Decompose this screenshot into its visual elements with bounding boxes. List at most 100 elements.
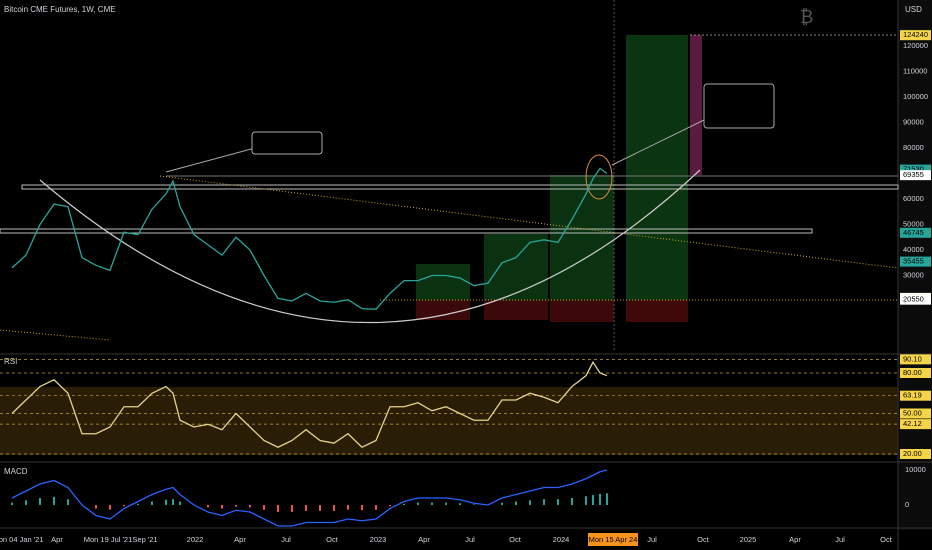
macd-bar xyxy=(109,505,111,510)
price-label: 20550 xyxy=(903,295,924,304)
rsi-level-label: 20.00 xyxy=(903,449,922,458)
trend-line xyxy=(0,329,111,341)
macd-bar xyxy=(263,505,265,510)
price-label: 40000 xyxy=(903,245,924,254)
macd-bar xyxy=(333,505,335,511)
callout-line xyxy=(611,119,705,166)
rsi-level-bg xyxy=(900,419,931,430)
macd-bar xyxy=(543,499,545,505)
macd-bar xyxy=(172,499,174,505)
price-label: 100000 xyxy=(903,92,928,101)
macd-bar xyxy=(599,493,601,505)
price-label: 35455 xyxy=(903,257,924,266)
macd-bar xyxy=(39,498,41,505)
time-label: Mon 15 Apr 24 xyxy=(589,535,638,544)
macd-bar xyxy=(501,502,503,505)
rsi-band xyxy=(0,387,898,455)
cup-curve xyxy=(39,169,701,324)
price-label: 71530 xyxy=(903,165,924,174)
resistance-band xyxy=(21,184,899,190)
macd-bar xyxy=(585,496,587,505)
macd-tick: 0 xyxy=(905,500,909,509)
callout-line xyxy=(165,147,256,173)
rsi-level-label: 80.00 xyxy=(903,368,922,377)
rsi-level-bg xyxy=(900,449,931,459)
target-box xyxy=(690,35,702,175)
macd-bar xyxy=(557,499,559,505)
time-label: 2024 xyxy=(553,535,570,544)
price-label-bg xyxy=(900,227,931,238)
macd-bar xyxy=(529,500,531,505)
macd-bar xyxy=(305,505,307,511)
macd-bar xyxy=(515,501,517,505)
macd-bar xyxy=(53,496,55,505)
time-label: Mon 19 Jul '21 xyxy=(84,535,133,544)
time-label: Jul xyxy=(465,535,475,544)
time-label: Jul xyxy=(281,535,291,544)
time-label: Oct xyxy=(326,535,339,544)
time-label: Apr xyxy=(789,535,801,544)
rsi-level-bg xyxy=(900,354,931,365)
macd-bar xyxy=(221,505,223,509)
price-label: 69355 xyxy=(903,170,924,179)
rsi-level-bg xyxy=(900,390,931,401)
macd-bar xyxy=(347,505,349,510)
short-box xyxy=(416,300,470,320)
macd-bar xyxy=(165,499,167,505)
time-label: 2025 xyxy=(740,535,757,544)
rsi-level-label: 42.12 xyxy=(903,419,922,428)
time-label: Oct xyxy=(697,535,710,544)
macd-bar xyxy=(473,504,475,505)
long-box xyxy=(416,264,470,300)
time-label: 2023 xyxy=(370,535,387,544)
macd-bar xyxy=(67,499,69,505)
macd-bar xyxy=(389,505,391,507)
price-label: 90000 xyxy=(903,117,924,126)
macd-bar xyxy=(606,493,608,505)
time-highlight xyxy=(588,533,638,546)
macd-bar xyxy=(403,503,405,505)
macd-title: MACD xyxy=(4,467,28,476)
time-label: Jul xyxy=(835,535,845,544)
rsi-line xyxy=(11,360,608,449)
long-box xyxy=(484,234,548,300)
macd-bar xyxy=(431,502,433,505)
time-label: Apr xyxy=(51,535,63,544)
macd-bar xyxy=(207,505,209,508)
macd-bar xyxy=(137,503,139,505)
rsi-level-label: 63.19 xyxy=(903,391,922,400)
rsi-level-bg xyxy=(900,368,931,378)
time-label: Oct xyxy=(509,535,522,544)
macd-bar xyxy=(11,502,13,505)
btc-logo: ₿ xyxy=(800,7,813,27)
price-label: 50000 xyxy=(903,219,924,228)
macd-bar xyxy=(123,505,125,507)
price-label-bg xyxy=(900,170,931,181)
time-label: Sep '21 xyxy=(132,535,157,544)
macd-line xyxy=(11,469,608,527)
short-box xyxy=(484,300,548,320)
macd-bar xyxy=(592,495,594,505)
macd-bar xyxy=(277,505,279,512)
time-label: Mon 04 Jan '21 xyxy=(0,535,44,544)
price-line xyxy=(11,167,608,310)
macd-bar xyxy=(375,505,377,510)
price-label-bg xyxy=(900,30,931,41)
macd-bar xyxy=(151,501,153,505)
price-label: 46745 xyxy=(903,228,924,237)
rsi-level-label: 50.00 xyxy=(903,408,922,417)
macd-bar xyxy=(361,505,363,511)
macd-bar xyxy=(445,502,447,505)
price-label-bg xyxy=(900,256,931,267)
macd-bar xyxy=(25,500,27,505)
price-label: 120000 xyxy=(903,41,928,50)
macd-tick: 10000 xyxy=(905,465,926,474)
macd-bar xyxy=(179,501,181,505)
header-title: Bitcoin CME Futures, 1W, CME xyxy=(4,5,116,14)
highlight-ellipse xyxy=(585,154,613,200)
trend-line xyxy=(159,175,899,269)
macd-bar xyxy=(459,503,461,505)
price-label-bg xyxy=(900,294,931,305)
short-box xyxy=(626,300,688,322)
support-band xyxy=(0,228,813,234)
